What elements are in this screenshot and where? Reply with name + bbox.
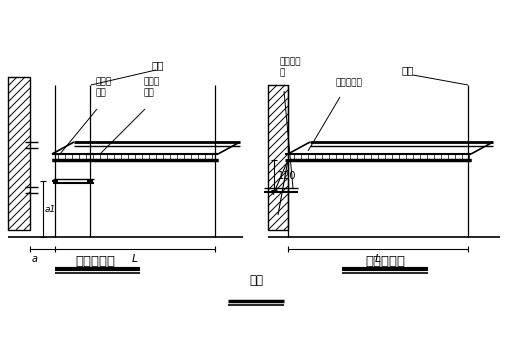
Text: a1: a1 — [45, 206, 56, 215]
Bar — [268, 85, 288, 230]
Text: 图一: 图一 — [249, 274, 263, 287]
Text: 横向水
平杆: 横向水 平杆 — [95, 78, 111, 97]
Text: 120: 120 — [278, 171, 296, 181]
Text: a: a — [32, 254, 38, 264]
Text: L: L — [375, 254, 381, 264]
Text: 立杆: 立杆 — [402, 65, 414, 75]
Text: 双排脚手架: 双排脚手架 — [75, 255, 115, 268]
Text: 纵向水平杆: 纵向水平杆 — [335, 78, 362, 87]
Text: L: L — [132, 254, 138, 264]
Bar — [8, 77, 30, 230]
Text: 横向水平
杆: 横向水平 杆 — [280, 58, 302, 77]
Text: 纵向水
平杆: 纵向水 平杆 — [143, 78, 159, 97]
Text: 立杆: 立杆 — [152, 60, 164, 70]
Text: 单排脚手架: 单排脚手架 — [365, 255, 405, 268]
